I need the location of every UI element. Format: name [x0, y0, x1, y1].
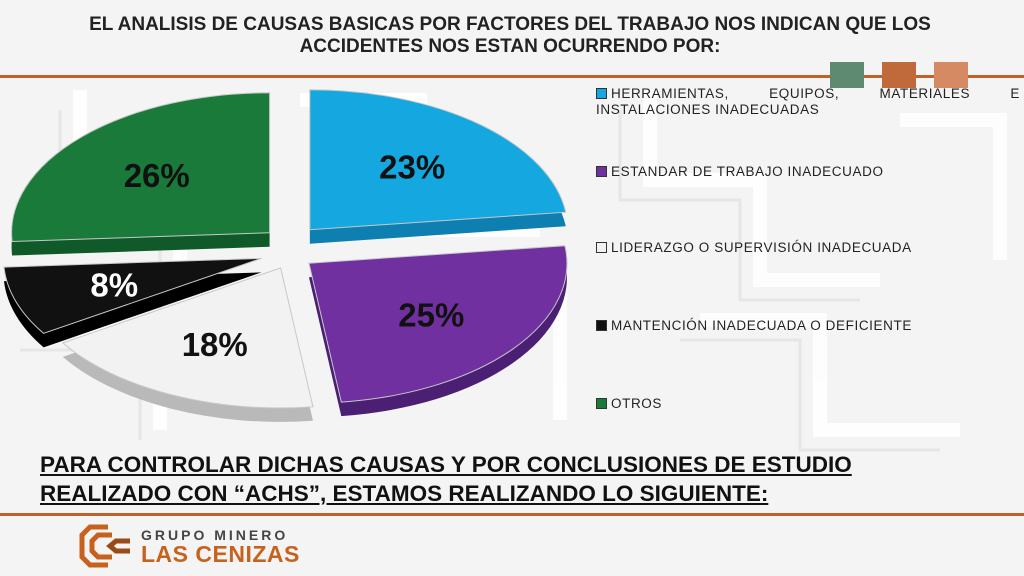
pie-slice-top [309, 89, 567, 231]
bottom-divider [0, 513, 1024, 516]
legend-swatch [596, 165, 607, 177]
pie-slice-top [308, 245, 568, 403]
pie-value-label: 18% [182, 326, 248, 363]
pie-chart: 23% 25% 18% 8% 26% [3, 89, 568, 422]
logo-text-bottom: LAS CENIZAS [141, 541, 300, 567]
logo-mark-icon [79, 524, 130, 568]
pie-slice-2 [308, 245, 568, 417]
title-line-2: ACCIDENTES NOS ESTAN OCURRENDO POR: [299, 36, 721, 57]
pie-slice-3 [61, 267, 314, 422]
decor-chip-copper [882, 62, 916, 88]
pie-slice-5 [11, 92, 271, 256]
legend-label: HERRAMIENTAS, EQUIPOS, MATERIALES E INST… [596, 86, 1020, 117]
legend-swatch [596, 241, 607, 253]
legend-item-mantencion: MANTENCIÓN INADECUADA O DEFICIENTE [596, 318, 1020, 334]
legend-item-liderazgo: LIDERAZGO O SUPERVISIÓN INADECUADA [596, 240, 1020, 256]
top-divider [0, 75, 1024, 78]
logo-text-top: GRUPO MINERO [141, 527, 289, 543]
legend-label: OTROS [611, 396, 663, 411]
pie-slice-top [3, 257, 262, 334]
legend-swatch [596, 87, 607, 99]
conclusion-text: PARA CONTROLAR DICHAS CAUSAS Y POR CONCL… [40, 450, 980, 508]
legend-item-herramientas: HERRAMIENTAS, EQUIPOS, MATERIALES E INST… [596, 86, 1020, 118]
pie-slice-top [61, 267, 314, 409]
legend-swatch [596, 319, 607, 331]
legend-item-otros: OTROS [596, 396, 1020, 412]
pie-value-label: 25% [398, 297, 464, 334]
legend-item-estandar: ESTANDAR DE TRABAJO INADECUADO [596, 164, 1020, 180]
pie-value-label: 23% [379, 149, 445, 186]
pie-slice-top [11, 92, 271, 243]
pie-value-label: 26% [124, 157, 190, 194]
pie-slice-1 [309, 89, 567, 244]
page-title: EL ANALISIS DE CAUSAS BASICAS POR FACTOR… [40, 14, 980, 58]
legend-label: LIDERAZGO O SUPERVISIÓN INADECUADA [611, 240, 912, 255]
company-logo: GRUPO MINERO LAS CENIZAS [78, 521, 308, 571]
decor-chip-marble [830, 62, 864, 88]
pie-value-label: 8% [90, 266, 138, 303]
decor-chip-copper-light [934, 62, 968, 88]
conclusion-line-2: REALIZADO CON “ACHS”, ESTAMOS REALIZANDO… [40, 481, 769, 506]
legend-label: ESTANDAR DE TRABAJO INADECUADO [611, 164, 884, 179]
legend-swatch [596, 397, 607, 409]
conclusion-line-1: PARA CONTROLAR DICHAS CAUSAS Y POR CONCL… [40, 452, 852, 477]
legend-label: MANTENCIÓN INADECUADA O DEFICIENTE [611, 318, 912, 333]
title-line-1: EL ANALISIS DE CAUSAS BASICAS POR FACTOR… [89, 14, 931, 35]
pie-slice-4 [3, 257, 262, 348]
